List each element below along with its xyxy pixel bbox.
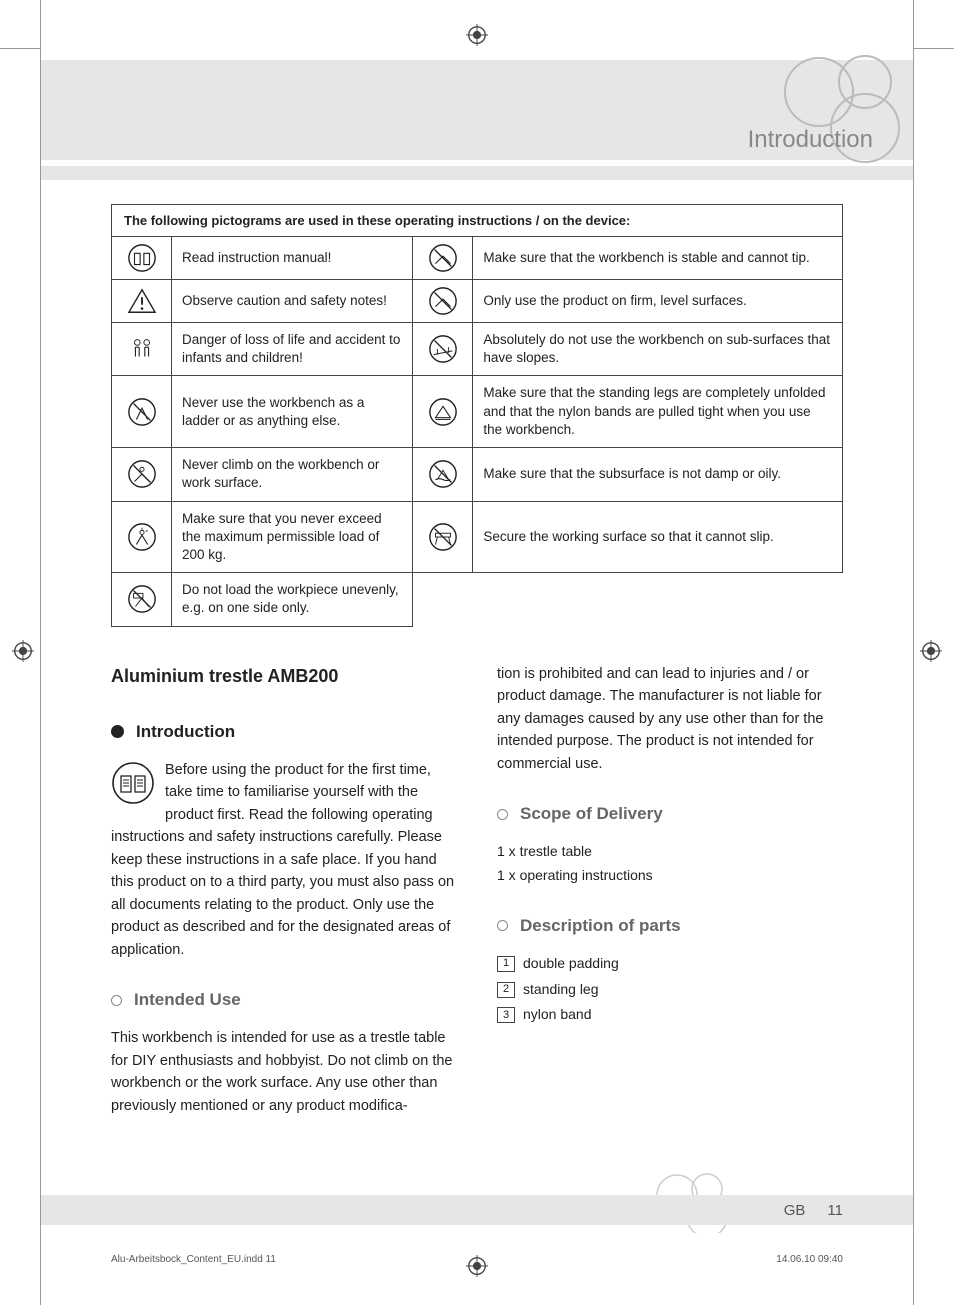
table-row: Observe caution and safety notes! Only u… bbox=[112, 280, 843, 323]
section-heading-scope: Scope of Delivery bbox=[497, 801, 843, 827]
prohibition-icon bbox=[112, 376, 172, 448]
mandatory-icon bbox=[413, 376, 473, 448]
prohibition-icon bbox=[413, 448, 473, 501]
introduction-paragraph: Before using the product for the first t… bbox=[111, 759, 457, 961]
section-label: Intended Use bbox=[134, 987, 241, 1013]
pictogram-text: Never climb on the workbench or work sur… bbox=[172, 448, 413, 501]
registration-mark-right bbox=[920, 640, 942, 662]
body-columns: Aluminium trestle AMB200 Introduction Be… bbox=[111, 663, 843, 1118]
section-label: Description of parts bbox=[520, 913, 681, 939]
section-heading-introduction: Introduction bbox=[111, 719, 457, 745]
table-row: Never use the workbench as a ladder or a… bbox=[112, 376, 843, 448]
column-right: tion is prohibited and can lead to injur… bbox=[497, 663, 843, 1118]
table-row: Danger of loss of life and accident to i… bbox=[112, 323, 843, 376]
prohibition-icon bbox=[413, 323, 473, 376]
prohibition-icon bbox=[413, 501, 473, 573]
prohibition-icon bbox=[112, 573, 172, 626]
parts-list: 1 double padding 2 standing leg 3 nylon … bbox=[497, 953, 843, 1026]
intended-use-body-right: tion is prohibited and can lead to injur… bbox=[497, 663, 843, 775]
header-band: Introduction bbox=[41, 60, 913, 160]
intended-use-body-left: This workbench is intended for use as a … bbox=[111, 1027, 457, 1117]
crop-mark bbox=[0, 48, 40, 49]
table-row: Do not load the workpiece unevenly, e.g.… bbox=[112, 573, 843, 626]
warning-icon bbox=[112, 280, 172, 323]
product-title: Aluminium trestle AMB200 bbox=[111, 663, 457, 691]
footer-band: GB 11 bbox=[41, 1195, 913, 1225]
pictogram-text: Observe caution and safety notes! bbox=[172, 280, 413, 323]
list-item: 1 x trestle table bbox=[497, 841, 843, 863]
bullet-hollow-icon bbox=[497, 809, 508, 820]
page-frame: Introduction The following pictograms ar… bbox=[40, 0, 914, 1305]
bullet-hollow-icon bbox=[497, 920, 508, 931]
pictogram-text: Make sure that the standing legs are com… bbox=[473, 376, 843, 448]
part-name: standing leg bbox=[523, 979, 599, 1001]
pictogram-table-heading: The following pictograms are used in the… bbox=[112, 205, 843, 237]
section-heading-intended-use: Intended Use bbox=[111, 987, 457, 1013]
child-hazard-icon bbox=[112, 323, 172, 376]
prohibition-icon bbox=[413, 237, 473, 280]
max-load-icon bbox=[112, 501, 172, 573]
registration-mark-left bbox=[12, 640, 34, 662]
bullet-hollow-icon bbox=[111, 995, 122, 1006]
part-number: 1 bbox=[497, 956, 515, 972]
footer-page-number: 11 bbox=[827, 1202, 843, 1219]
page-section-title: Introduction bbox=[748, 126, 873, 154]
section-label: Scope of Delivery bbox=[520, 801, 663, 827]
list-item: 1 x operating instructions bbox=[497, 865, 843, 887]
introduction-body: Before using the product for the first t… bbox=[111, 762, 454, 958]
crop-mark bbox=[914, 48, 954, 49]
manual-icon bbox=[111, 761, 155, 805]
decorative-circles-icon bbox=[747, 52, 907, 172]
pictogram-text: Make sure that you never exceed the maxi… bbox=[172, 501, 413, 573]
list-item: 3 nylon band bbox=[497, 1004, 843, 1026]
part-name: nylon band bbox=[523, 1004, 592, 1026]
bullet-filled-icon bbox=[111, 725, 124, 738]
pictogram-text: Read instruction manual! bbox=[172, 237, 413, 280]
manual-icon bbox=[112, 237, 172, 280]
pictogram-text: Make sure that the subsurface is not dam… bbox=[473, 448, 843, 501]
pictogram-text: Secure the working surface so that it ca… bbox=[473, 501, 843, 573]
content-area: The following pictograms are used in the… bbox=[41, 180, 913, 1117]
list-item: 2 standing leg bbox=[497, 979, 843, 1001]
pictogram-text: Danger of loss of life and accident to i… bbox=[172, 323, 413, 376]
footer-country: GB bbox=[784, 1202, 806, 1219]
list-item: 1 double padding bbox=[497, 953, 843, 975]
pictogram-text: Only use the product on firm, level surf… bbox=[473, 280, 843, 323]
pictogram-text: Absolutely do not use the workbench on s… bbox=[473, 323, 843, 376]
table-row: Make sure that you never exceed the maxi… bbox=[112, 501, 843, 573]
pictogram-text: Do not load the workpiece unevenly, e.g.… bbox=[172, 573, 413, 626]
part-number: 2 bbox=[497, 982, 515, 998]
pictogram-table: The following pictograms are used in the… bbox=[111, 204, 843, 627]
print-metadata: Alu-Arbeitsbock_Content_EU.indd 11 14.06… bbox=[111, 1254, 843, 1265]
print-stamp: 14.06.10 09:40 bbox=[776, 1254, 843, 1265]
section-label: Introduction bbox=[136, 719, 235, 745]
part-name: double padding bbox=[523, 953, 619, 975]
pictogram-text: Make sure that the workbench is stable a… bbox=[473, 237, 843, 280]
part-number: 3 bbox=[497, 1007, 515, 1023]
prohibition-icon bbox=[112, 448, 172, 501]
print-file: Alu-Arbeitsbock_Content_EU.indd 11 bbox=[111, 1254, 276, 1265]
prohibition-icon bbox=[413, 280, 473, 323]
table-row: Never climb on the workbench or work sur… bbox=[112, 448, 843, 501]
scope-list: 1 x trestle table 1 x operating instruct… bbox=[497, 841, 843, 886]
pictogram-text: Never use the workbench as a ladder or a… bbox=[172, 376, 413, 448]
column-left: Aluminium trestle AMB200 Introduction Be… bbox=[111, 663, 457, 1118]
table-row: Read instruction manual! Make sure that … bbox=[112, 237, 843, 280]
section-heading-parts: Description of parts bbox=[497, 913, 843, 939]
